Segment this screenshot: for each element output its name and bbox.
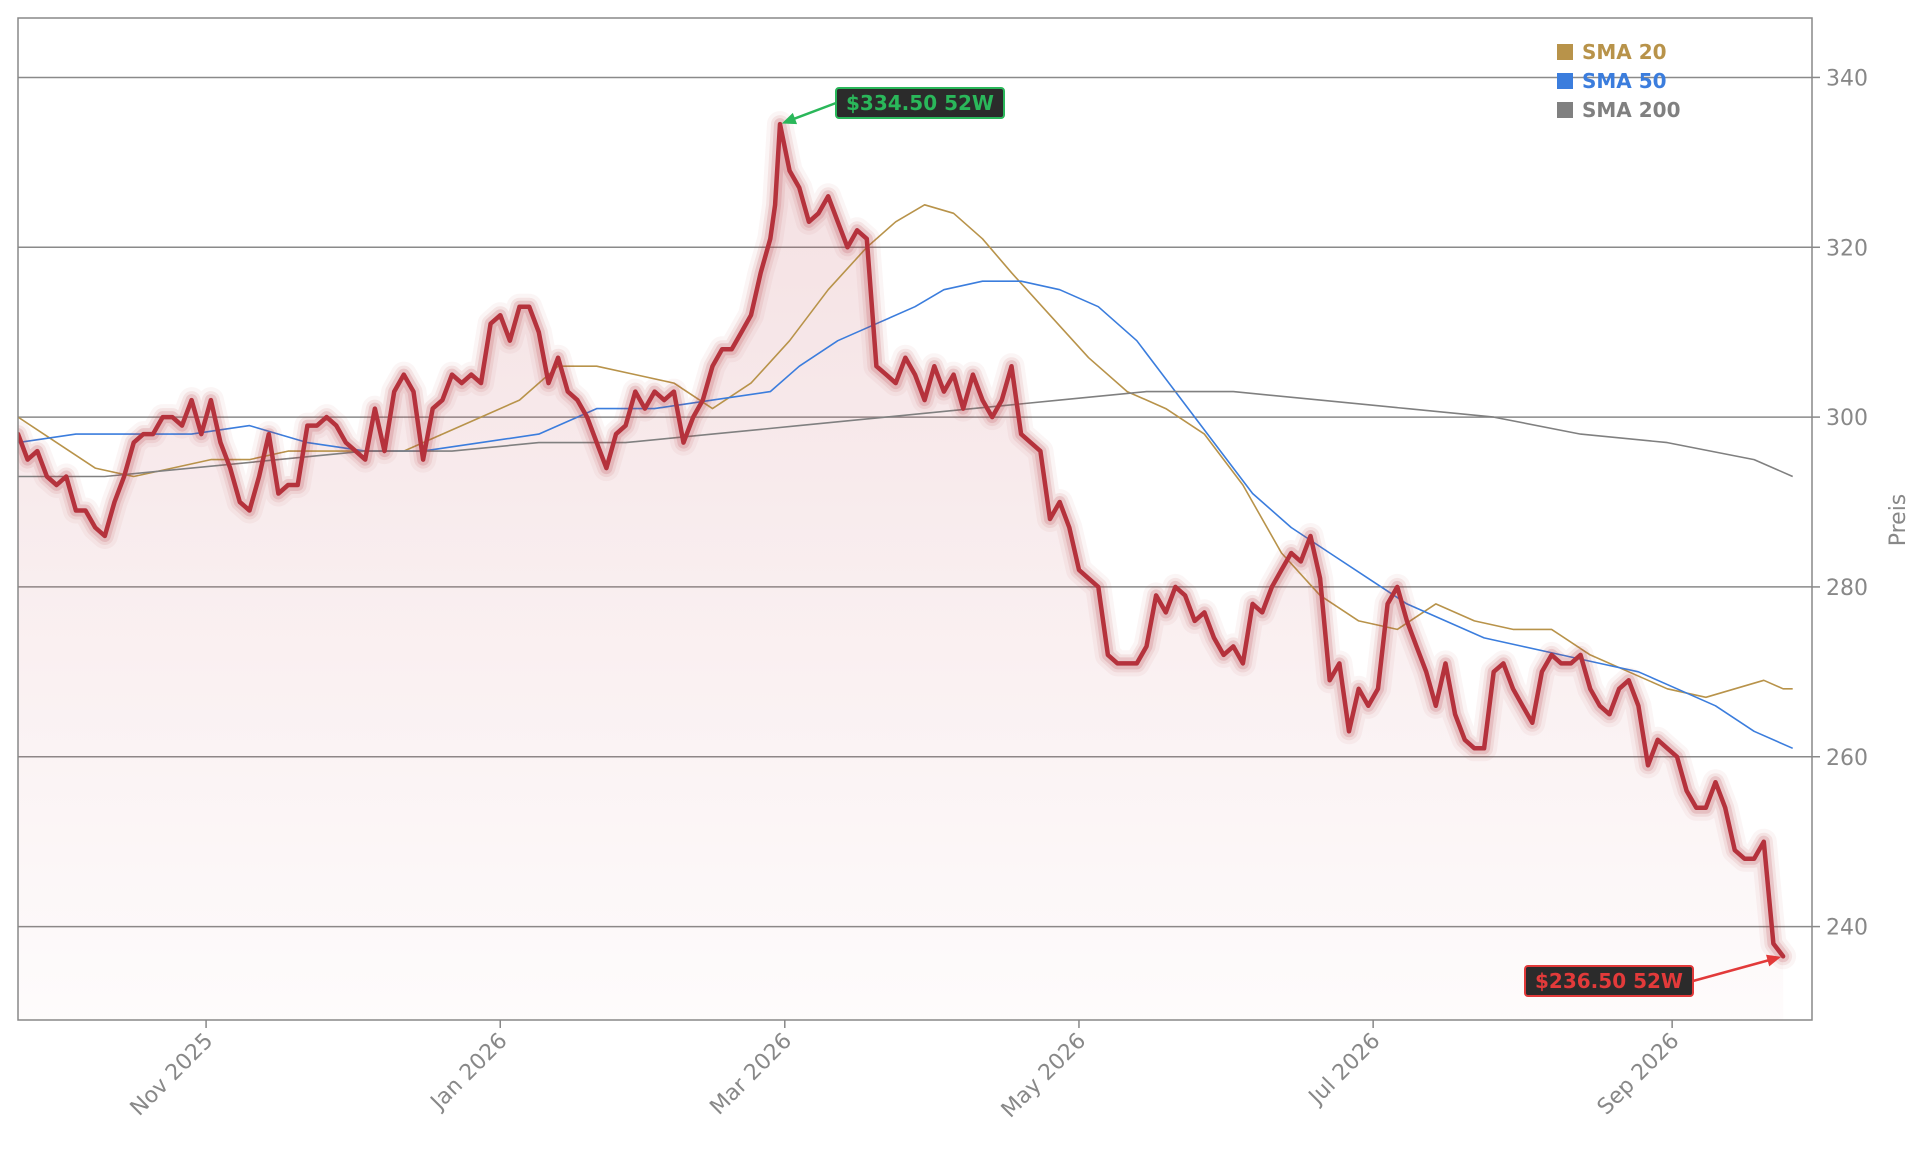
x-tick-label-3: May 2026 <box>997 1029 1091 1123</box>
plot-area <box>18 111 1797 1020</box>
annotation-arrow-line-0 <box>792 101 837 121</box>
y-tick-label-300: 300 <box>1826 406 1868 431</box>
annotation-arrow-line-1 <box>1692 958 1770 983</box>
annotation-label-1: $236.50 52W <box>1535 969 1683 993</box>
plot-frame <box>17 17 1813 1021</box>
legend-label-2: SMA 200 <box>1582 98 1681 122</box>
legend: SMA 20 SMA 50 SMA 200 <box>1557 40 1681 122</box>
sma-line-3 <box>18 390 1794 478</box>
y-axis: 240 260 280 300 320 340 <box>1812 66 1868 941</box>
annotation-0: $334.50 52W <box>781 87 1005 125</box>
price-area-fill <box>18 124 1784 1020</box>
y-tick-label-320: 320 <box>1826 236 1868 261</box>
annotation-label-0: $334.50 52W <box>846 91 994 115</box>
legend-label-0: SMA 20 <box>1582 40 1667 64</box>
sma-lines <box>18 204 1794 750</box>
annotation-box-0 <box>835 87 1005 119</box>
x-tick-label-5: Sep 2026 <box>1593 1029 1685 1121</box>
x-tick-label-1: Jan 2026 <box>425 1029 513 1117</box>
y-tick-label-280: 280 <box>1826 576 1868 601</box>
legend-swatch-2 <box>1557 102 1573 118</box>
sma-line-1 <box>18 204 1793 699</box>
x-tick-label-0: Nov 2025 <box>126 1029 219 1122</box>
legend-swatch-1 <box>1557 73 1573 89</box>
y-tick-label-340: 340 <box>1826 66 1868 91</box>
x-axis: Nov 2025 Jan 2026 Mar 2026 May 2026 Jul 2026… <box>126 1020 1685 1123</box>
annotation-arrow-head-0 <box>781 112 798 125</box>
y-tick-label-260: 260 <box>1826 746 1868 771</box>
annotation-1: $236.50 52W <box>1524 954 1782 997</box>
legend-swatch-0 <box>1557 44 1573 60</box>
price-line-group <box>18 111 1797 970</box>
y-tick-label-240: 240 <box>1826 916 1868 941</box>
annotations: $334.50 52W $236.50 52W <box>781 87 1782 997</box>
x-tick-label-2: Mar 2026 <box>705 1029 797 1121</box>
legend-label-1: SMA 50 <box>1582 69 1667 93</box>
annotation-arrow-head-1 <box>1766 954 1782 967</box>
price-line <box>18 121 1786 959</box>
annotation-box-1 <box>1524 965 1694 997</box>
x-tick-label-4: Jul 2026 <box>1303 1029 1385 1111</box>
y-axis-label: Preis <box>1886 494 1911 547</box>
